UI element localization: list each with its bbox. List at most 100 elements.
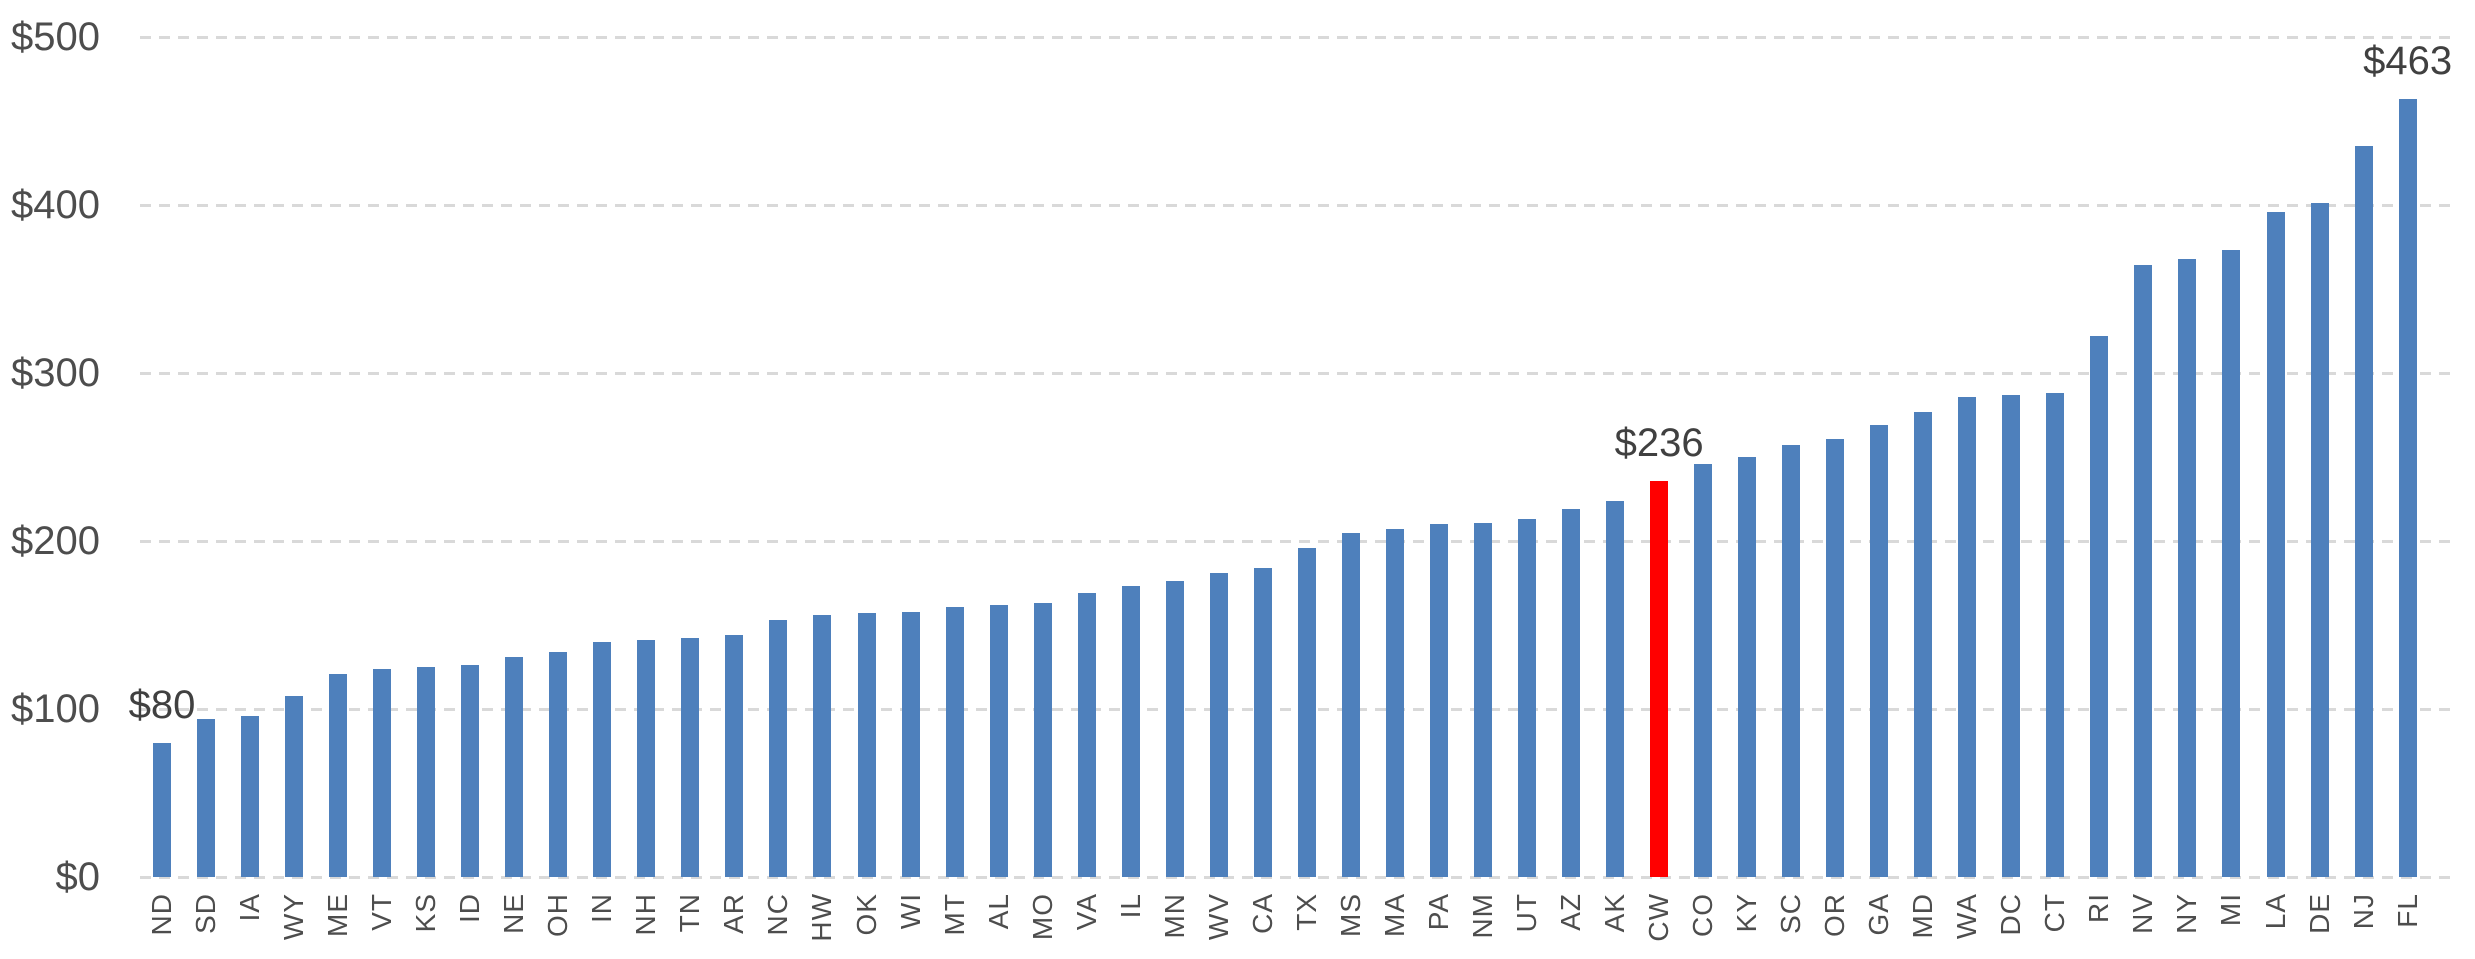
bar-slot-md: MD (1901, 0, 1945, 939)
bar-me (329, 673, 348, 877)
bar-ma (1385, 529, 1404, 877)
bar-slot-pa: PA (1417, 0, 1461, 930)
bar-wi (901, 611, 920, 877)
bar-slot-sc: SC (1769, 0, 1813, 934)
x-axis-label-wv: WV (1202, 893, 1234, 941)
x-axis-label-wa: WA (1951, 893, 1983, 940)
bar-slot-sd: SD (184, 0, 228, 934)
x-axis-label-nh: NH (630, 893, 662, 936)
bar-slot-ak: AK (1593, 0, 1637, 932)
x-axis-label-ks: KS (410, 893, 442, 933)
y-axis-tick-label: $500 (11, 15, 100, 59)
x-axis-label-mn: MN (1158, 893, 1190, 939)
bar-oh (549, 651, 568, 877)
bar-slot-ga: GA (1857, 0, 1901, 935)
bar-ar (725, 635, 744, 877)
bar-slot-nm: NM (1461, 0, 1505, 939)
gridline (140, 35, 2457, 39)
bar-az (1562, 509, 1581, 877)
x-axis-label-la: LA (2259, 893, 2291, 930)
x-axis-label-or: OR (1819, 893, 1851, 937)
bar-ga (1870, 425, 1889, 877)
gridline (140, 203, 2457, 207)
x-axis-label-ny: NY (2171, 893, 2203, 934)
bar-al (989, 604, 1008, 877)
bar-ca (1253, 567, 1272, 877)
bar-fl (2398, 99, 2417, 877)
x-axis-label-ma: MA (1378, 893, 1410, 937)
x-axis-label-ar: AR (718, 893, 750, 934)
x-axis-label-ut: UT (1510, 893, 1542, 933)
x-axis-label-mt: MT (938, 893, 970, 936)
bar-ct (2046, 393, 2065, 877)
x-axis-label-md: MD (1907, 893, 1939, 939)
bar-mt (945, 606, 964, 877)
x-axis-label-pa: PA (1422, 893, 1454, 931)
x-axis-label-ga: GA (1863, 893, 1895, 936)
x-axis-label-id: ID (454, 893, 486, 923)
bar-slot-il: IL (1109, 0, 1153, 918)
bar-co (1694, 463, 1713, 877)
bar-il (1121, 586, 1140, 877)
x-axis-label-ky: KY (1731, 893, 1763, 933)
bar-mo (1033, 603, 1052, 877)
bar-slot-mn: MN (1153, 0, 1197, 939)
x-axis-label-ia: IA (234, 893, 266, 922)
x-axis-label-tn: TN (674, 893, 706, 933)
bar-ne (505, 656, 524, 877)
bar-slot-la: LA (2254, 0, 2298, 929)
x-axis-label-fl: FL (2391, 893, 2423, 928)
bar-slot-me: ME (316, 0, 360, 937)
x-axis-label-tx: TX (1290, 893, 1322, 931)
bar-wy (285, 695, 304, 877)
bar-pa (1429, 524, 1448, 877)
y-axis-tick-label: $300 (11, 351, 100, 395)
bar-slot-ms: MS (1329, 0, 1373, 937)
bar-slot-ne: NE (492, 0, 536, 934)
x-axis-label-il: IL (1114, 893, 1146, 919)
bar-nh (637, 640, 656, 877)
bar-slot-ma: MA (1373, 0, 1417, 937)
bar-nm (1473, 522, 1492, 877)
bar-slot-nv: NV (2121, 0, 2165, 934)
x-axis-label-vt: VT (366, 893, 398, 931)
bar-va (1077, 593, 1096, 877)
bar-slot-id: ID (448, 0, 492, 923)
bar-or (1826, 438, 1845, 877)
x-axis-label-ok: OK (850, 893, 882, 936)
bar-cw (1650, 480, 1669, 877)
bar-slot-vt: VT (360, 0, 404, 931)
bar-slot-ri: RI (2077, 0, 2121, 923)
bar-slot-wy: WY (272, 0, 316, 940)
bar-slot-co: CO (1681, 0, 1725, 937)
x-axis-label-ri: RI (2083, 893, 2115, 923)
bar-slot-ok: OK (845, 0, 889, 935)
bar-dc (2002, 394, 2021, 877)
bar-slot-in: IN (580, 0, 624, 923)
x-axis-label-ms: MS (1334, 893, 1366, 937)
bar-ut (1517, 519, 1536, 877)
bar-slot-oh: OH (536, 0, 580, 937)
x-axis-label-wi: WI (894, 893, 926, 930)
x-axis-label-cw: CW (1643, 893, 1675, 942)
x-axis-label-me: ME (322, 893, 354, 937)
x-axis-label-hw: HW (806, 893, 838, 942)
x-axis-label-nv: NV (2127, 893, 2159, 934)
bar-slot-ct: CT (2033, 0, 2077, 932)
y-axis-tick-label: $100 (11, 687, 100, 731)
y-axis-tick-label: $400 (11, 183, 100, 227)
bar-slot-nd: ND $80 (129, 0, 196, 936)
bar-slot-az: AZ (1549, 0, 1593, 931)
bar-wv (1209, 572, 1228, 877)
x-axis-label-nc: NC (762, 893, 794, 936)
x-axis-label-ct: CT (2039, 893, 2071, 933)
x-axis-label-ne: NE (498, 893, 530, 934)
bar-slot-de: DE (2298, 0, 2342, 934)
bar-mn (1165, 581, 1184, 877)
bar-slot-nh: NH (624, 0, 668, 935)
bar-slot-cw: CW $236 (1615, 0, 1704, 942)
bar-slot-ar: AR (712, 0, 756, 934)
bar-slot-ca: CA (1241, 0, 1285, 934)
bar-slot-tx: TX (1285, 0, 1329, 931)
